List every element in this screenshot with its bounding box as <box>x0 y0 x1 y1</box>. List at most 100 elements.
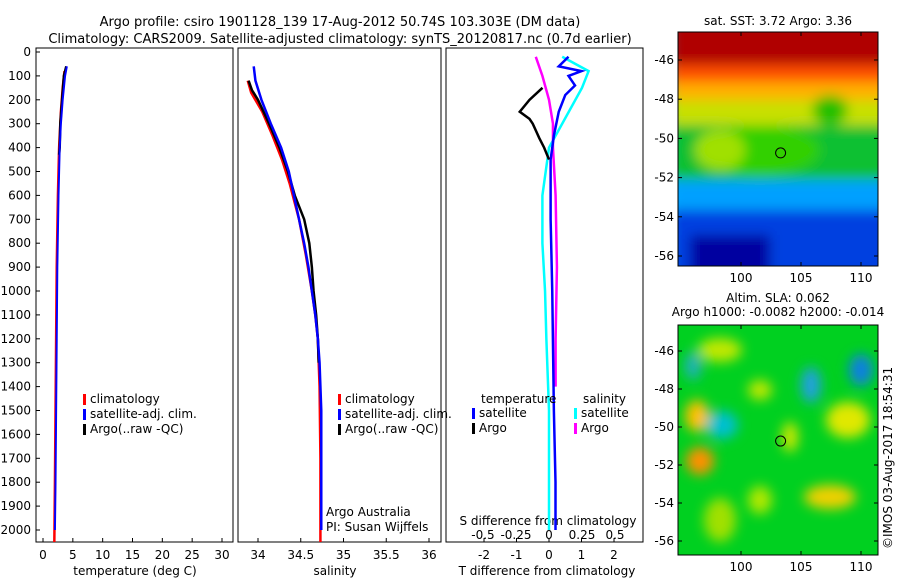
depth-tick-label: 700 <box>8 212 31 226</box>
legend-label: climatology <box>90 392 160 406</box>
legend-label: satellite <box>581 406 629 420</box>
x-tick-label: 35.5 <box>373 548 400 562</box>
depth-tick-label: 1200 <box>0 332 31 346</box>
series-s-satellite <box>541 55 591 530</box>
x-tick-label: 34.5 <box>287 548 314 562</box>
legend-label: satellite-adj. clim. <box>90 407 197 421</box>
title-line2: Climatology: CARS2009. Satellite-adjuste… <box>48 32 631 47</box>
legend-label: climatology <box>345 392 415 406</box>
x-axis-label: salinity <box>313 564 356 578</box>
depth-tick-label: 100 <box>8 69 31 83</box>
x-tick-label: -2 <box>478 548 490 562</box>
legend-swatch <box>574 423 577 434</box>
x-tick-label: 15 <box>125 548 140 562</box>
series-t-argo <box>517 86 551 161</box>
sla-map-title-line1: Altim. SLA: 0.062 <box>726 291 830 305</box>
series-satellite-adj-clim- <box>252 66 323 530</box>
lat-tick-label: -56 <box>654 249 674 263</box>
sst-map-title: sat. SST: 3.72 Argo: 3.36 <box>704 14 852 28</box>
lon-tick-label: 105 <box>790 271 813 285</box>
depth-tick-label: 500 <box>8 165 31 179</box>
lon-tick-label: 100 <box>730 271 753 285</box>
legend-swatch <box>338 394 341 405</box>
legend-label: Argo <box>479 421 507 435</box>
s-tick-label: 0 <box>545 528 553 542</box>
legend-label: Argo(..raw -QC) <box>345 422 438 436</box>
legend-swatch <box>472 408 475 419</box>
s-tick-label: -0.25 <box>500 528 531 542</box>
annotation-line1: Argo Australia <box>326 505 411 519</box>
argo-location-marker <box>775 435 787 447</box>
x-tick-label: 0 <box>545 548 553 562</box>
x-tick-label: 30 <box>214 548 229 562</box>
sla-map: Altim. SLA: 0.062 Argo h1000: -0.0082 h2… <box>654 291 884 574</box>
lat-tick-label: -50 <box>654 420 674 434</box>
lat-tick-label: -52 <box>654 171 674 185</box>
sst-map: sat. SST: 3.72 Argo: 3.36 100 105 110 -46 -4… <box>654 14 879 285</box>
x-tick-label: 5 <box>69 548 77 562</box>
s-tick-label: -0.5 <box>471 528 494 542</box>
x-tick-label: 2 <box>610 548 618 562</box>
argo-location-marker <box>775 147 787 159</box>
legend-title-salinity: salinity <box>583 392 626 406</box>
credit-text: ©IMOS 03-Aug-2017 18:54:31 <box>881 367 895 549</box>
lat-tick-label: -54 <box>654 210 674 224</box>
x-tick-label: 1 <box>578 548 586 562</box>
legend-label: Argo <box>581 421 609 435</box>
legend-swatch <box>574 408 577 419</box>
legend-title-temperature: temperature <box>481 392 556 406</box>
title-line1: Argo profile: csiro 1901128_139 17-Aug-2… <box>100 15 581 30</box>
depth-tick-label: 1700 <box>0 451 31 465</box>
lat-tick-label: -56 <box>654 534 674 548</box>
depth-tick-label: 1500 <box>0 404 31 418</box>
annotation-line2: PI: Susan Wijffels <box>326 520 428 534</box>
salinity-panel: 34 34.5 35 35.5 36 salinity climatologysatelli… <box>237 47 452 578</box>
depth-tick-label: 300 <box>8 117 31 131</box>
x-tick-label: 25 <box>185 548 200 562</box>
x-tick-label: 0 <box>39 548 47 562</box>
depth-tick-label: 900 <box>8 260 31 274</box>
lon-tick-label: 105 <box>790 560 813 574</box>
depth-tick-label: 200 <box>8 93 31 107</box>
depth-tick-label: 1300 <box>0 356 31 370</box>
legend-swatch <box>338 424 341 435</box>
x-axis-label: temperature (deg C) <box>73 564 196 578</box>
depth-tick-label: 1600 <box>0 427 31 441</box>
series-satellite-adj-clim- <box>53 66 68 531</box>
sst-map-frame <box>677 31 879 267</box>
legend-label: satellite <box>479 406 527 420</box>
legend-swatch <box>83 409 86 420</box>
s-tick-label: 0.25 <box>569 528 596 542</box>
salinity-panel-frame <box>237 47 442 543</box>
legend-swatch <box>338 409 341 420</box>
depth-tick-label: 400 <box>8 141 31 155</box>
x-tick-label: 20 <box>155 548 170 562</box>
sla-map-frame <box>677 324 879 556</box>
legend-swatch <box>83 394 86 405</box>
depth-tick-label: 2000 <box>0 523 31 537</box>
lat-tick-label: -54 <box>654 496 674 510</box>
legend-label: Argo(..raw -QC) <box>90 422 183 436</box>
legend-swatch <box>472 423 475 434</box>
lat-tick-label: -46 <box>654 344 674 358</box>
series-argo <box>247 80 320 363</box>
x-axis-label: T difference from climatology <box>458 564 636 578</box>
series-climatology <box>246 80 322 542</box>
x-tick-label: 35 <box>336 548 351 562</box>
difference-panel-frame <box>445 47 644 543</box>
lon-tick-label: 100 <box>730 560 753 574</box>
depth-tick-label: 1400 <box>0 380 31 394</box>
legend-label: satellite-adj. clim. <box>345 407 452 421</box>
temperature-panel: 0100200300400500600700800900100011001200… <box>0 45 234 578</box>
difference-panel: -2 -1 0 1 2-0.5 -0.25 0 0.25 0.5S difference fro… <box>445 47 644 578</box>
x-tick-label: -1 <box>511 548 523 562</box>
depth-tick-label: 1100 <box>0 308 31 322</box>
s-tick-label: 0.5 <box>605 528 624 542</box>
lat-tick-label: -52 <box>654 458 674 472</box>
lon-tick-label: 110 <box>850 271 873 285</box>
x-tick-label: 34 <box>250 548 265 562</box>
lat-tick-label: -48 <box>654 382 674 396</box>
depth-tick-label: 1000 <box>0 284 31 298</box>
